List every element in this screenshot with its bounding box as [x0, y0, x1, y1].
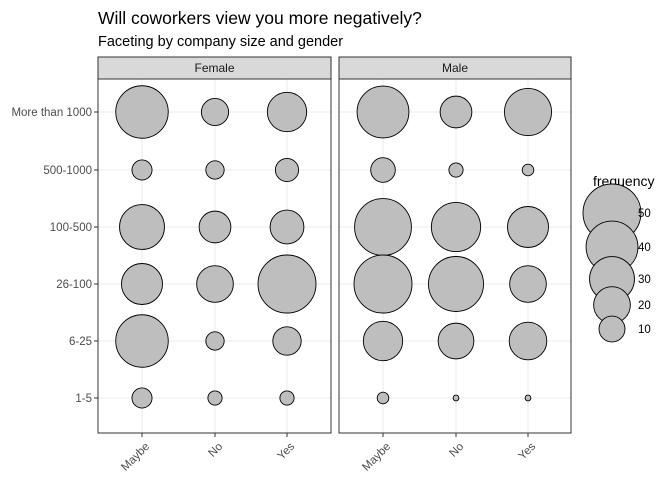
x-tick-label-yes: Yes — [275, 441, 297, 463]
point-male-500-1000-yes — [521, 163, 535, 177]
point-male-more-than-1000-maybe — [356, 85, 410, 139]
facet-panel-male: Male Maybe No Yes — [338, 56, 572, 474]
point-female-1-5-no — [207, 390, 223, 406]
point-male-6-25-maybe — [362, 320, 404, 362]
x-tick-label-yes: Yes — [516, 441, 538, 463]
point-female-26-100-yes — [257, 254, 317, 314]
legend-label-50: 50 — [638, 208, 651, 220]
point-female-26-100-maybe — [121, 263, 163, 305]
point-female-6-25-maybe — [115, 314, 169, 368]
chart-title: Will coworkers view you more negatively? — [98, 8, 422, 28]
point-male-100-500-yes — [507, 206, 549, 248]
y-tick-label-6-25: 6-25 — [69, 336, 92, 348]
point-male-100-500-maybe — [354, 198, 412, 256]
point-female-6-25-no — [205, 331, 225, 351]
x-tick-label-maybe: Maybe — [360, 441, 393, 474]
y-tick-label-1-5: 1-5 — [75, 393, 92, 405]
strip-label-female: Female — [194, 61, 234, 75]
point-female-100-500-yes — [269, 209, 305, 245]
point-female-more-than-1000-maybe — [115, 85, 169, 139]
point-male-26-100-maybe — [353, 254, 413, 314]
point-female-6-25-yes — [272, 326, 302, 356]
point-female-1-5-yes — [279, 390, 295, 406]
point-female-more-than-1000-yes — [266, 91, 308, 133]
x-tick-label-no: No — [447, 441, 466, 460]
point-female-500-1000-yes — [274, 157, 300, 183]
point-male-500-1000-maybe — [370, 157, 396, 183]
legend-key-10 — [598, 315, 626, 343]
point-male-1-5-no — [452, 394, 460, 402]
point-female-1-5-maybe — [131, 387, 153, 409]
y-axis: 1-5 6-25 26-100 100-500 500-1000 More than 10… — [11, 107, 98, 405]
point-male-more-than-1000-no — [439, 95, 473, 129]
panel-border — [338, 78, 572, 434]
point-male-500-1000-no — [448, 162, 464, 178]
legend-label-30: 30 — [638, 274, 651, 286]
y-tick-label-more-than-1000: More than 1000 — [11, 107, 92, 119]
y-tick-label-26-100: 26-100 — [56, 279, 92, 291]
point-female-500-1000-no — [205, 160, 225, 180]
point-female-more-than-1000-no — [200, 97, 230, 127]
point-female-500-1000-maybe — [131, 159, 153, 181]
y-tick-label-500-1000: 500-1000 — [43, 165, 92, 177]
point-male-1-5-yes — [524, 394, 532, 402]
x-tick-label-no: No — [206, 441, 225, 460]
point-male-26-100-yes — [509, 265, 547, 303]
legend-label-20: 20 — [638, 300, 651, 312]
facet-panel-female: Female Maybe No Yes — [97, 56, 332, 474]
point-male-1-5-maybe — [376, 391, 390, 405]
facet-panels: Female Maybe No Yes Male Maybe No Yes — [97, 56, 572, 474]
point-male-26-100-no — [428, 256, 484, 312]
point-male-more-than-1000-yes — [503, 87, 553, 137]
legend-label-10: 10 — [638, 324, 651, 336]
y-tick-label-100-500: 100-500 — [50, 222, 92, 234]
point-female-26-100-no — [196, 265, 234, 303]
chart-subtitle: Faceting by company size and gender — [98, 34, 343, 50]
point-male-100-500-no — [430, 201, 482, 253]
point-female-100-500-no — [198, 210, 232, 244]
strip-label-male: Male — [442, 61, 468, 75]
point-female-100-500-maybe — [119, 204, 165, 250]
legend-label-40: 40 — [638, 242, 651, 254]
x-tick-label-maybe: Maybe — [119, 441, 152, 474]
point-male-6-25-yes — [508, 321, 548, 361]
point-male-6-25-no — [437, 322, 475, 360]
